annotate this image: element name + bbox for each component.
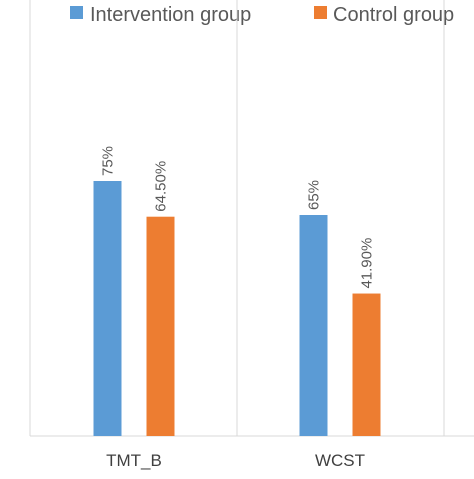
- data-label-tmt-b-series-1: 64.50%: [153, 161, 170, 212]
- legend-swatch-control: [314, 6, 327, 19]
- legend-label-control: Control group: [333, 4, 454, 26]
- legend-label-intervention: Intervention group: [90, 4, 251, 26]
- bar-tmt-b-series-1: [146, 216, 175, 436]
- data-labels-group: 75% 64.50% 65% 41.90%: [100, 146, 376, 289]
- x-tick-label-wcst: WCST: [315, 451, 365, 470]
- bar-wcst-series-0: [299, 215, 328, 436]
- x-tick-label-tmt-b: TMT_B: [106, 451, 162, 470]
- legend: Intervention group Control group: [70, 4, 454, 26]
- x-tick-labels: TMT_B WCST: [106, 451, 365, 470]
- data-label-wcst-series-0: 65%: [306, 180, 323, 210]
- category-separators: [29, 0, 445, 436]
- legend-swatch-intervention: [70, 6, 83, 19]
- bars-group: [93, 181, 381, 436]
- data-label-wcst-series-1: 41.90%: [359, 238, 376, 289]
- data-label-tmt-b-series-0: 75%: [100, 146, 117, 176]
- bar-tmt-b-series-0: [93, 181, 122, 436]
- bar-wcst-series-1: [352, 293, 381, 436]
